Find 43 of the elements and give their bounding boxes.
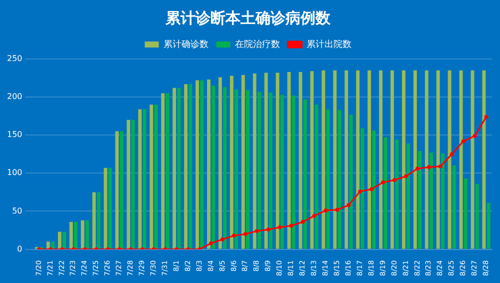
bar <box>430 152 433 249</box>
chart-title: 累计诊断本土确诊病例数 <box>164 8 332 27</box>
bar <box>230 76 234 249</box>
y-tick-label: 200 <box>6 92 22 102</box>
bar <box>475 184 479 249</box>
y-tick-label: 0 <box>17 244 22 254</box>
bar <box>223 87 227 249</box>
y-tick-label: 100 <box>6 168 22 178</box>
bar <box>196 80 199 249</box>
bar <box>436 70 440 249</box>
bar <box>486 202 490 249</box>
bar <box>395 140 399 249</box>
legend-label: 累计确诊数 <box>163 38 208 50</box>
bar <box>69 222 73 249</box>
y-tick-label: 50 <box>12 206 22 216</box>
bar <box>360 128 364 249</box>
y-tick-label: 150 <box>6 130 22 140</box>
bar <box>62 232 66 249</box>
bar <box>413 70 417 249</box>
bar <box>372 130 376 249</box>
bar <box>379 70 382 249</box>
bar <box>207 80 210 249</box>
bar <box>246 90 250 249</box>
bar <box>200 80 204 249</box>
bar <box>188 84 192 249</box>
bar <box>58 232 62 249</box>
bar <box>241 74 245 249</box>
bar <box>234 89 238 249</box>
bar <box>212 86 216 249</box>
bar <box>424 70 428 249</box>
legend-label: 在院治疗数 <box>234 38 280 50</box>
bar <box>218 77 222 249</box>
legend-label: 累计出院数 <box>306 38 352 50</box>
bar <box>264 72 268 249</box>
bar <box>384 137 388 249</box>
bar <box>402 70 406 249</box>
bar <box>390 70 394 249</box>
bar <box>406 143 410 249</box>
y-tick-label: 250 <box>6 54 22 64</box>
bar <box>252 73 256 249</box>
bar <box>452 166 456 249</box>
bar <box>418 151 422 249</box>
bar <box>464 178 468 249</box>
